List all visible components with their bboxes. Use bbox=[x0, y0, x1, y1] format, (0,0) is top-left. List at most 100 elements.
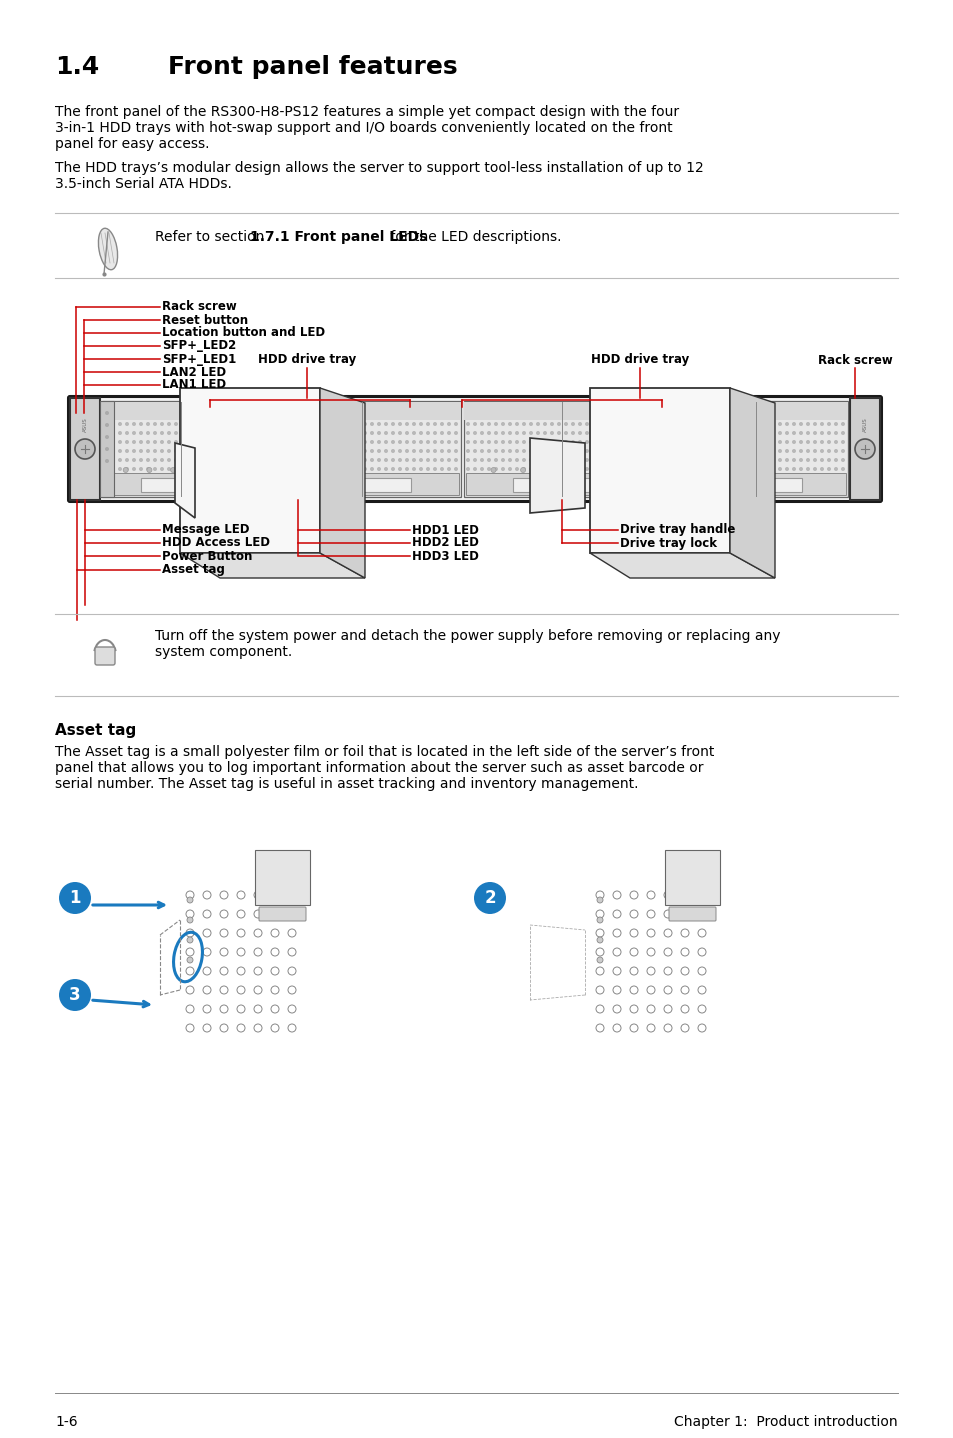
Circle shape bbox=[520, 467, 525, 473]
Text: 1.4: 1.4 bbox=[55, 55, 99, 79]
Circle shape bbox=[384, 440, 388, 444]
Circle shape bbox=[757, 467, 760, 472]
Circle shape bbox=[571, 440, 575, 444]
Circle shape bbox=[272, 421, 275, 426]
Circle shape bbox=[655, 421, 659, 426]
Circle shape bbox=[698, 948, 705, 956]
Circle shape bbox=[598, 421, 602, 426]
Circle shape bbox=[784, 431, 788, 436]
Circle shape bbox=[418, 421, 422, 426]
Circle shape bbox=[592, 421, 596, 426]
Circle shape bbox=[244, 440, 248, 444]
Circle shape bbox=[529, 421, 533, 426]
Circle shape bbox=[147, 467, 152, 473]
Circle shape bbox=[529, 431, 533, 436]
Circle shape bbox=[171, 467, 175, 473]
Circle shape bbox=[465, 431, 470, 436]
Circle shape bbox=[763, 440, 767, 444]
Circle shape bbox=[479, 431, 483, 436]
Circle shape bbox=[680, 929, 688, 938]
Circle shape bbox=[272, 440, 275, 444]
Circle shape bbox=[841, 449, 844, 453]
Circle shape bbox=[105, 459, 109, 463]
Circle shape bbox=[634, 431, 638, 436]
Polygon shape bbox=[589, 554, 774, 578]
Circle shape bbox=[328, 431, 332, 436]
Circle shape bbox=[223, 457, 227, 462]
Circle shape bbox=[181, 457, 185, 462]
Circle shape bbox=[230, 440, 233, 444]
Circle shape bbox=[355, 457, 359, 462]
Circle shape bbox=[833, 457, 837, 462]
Circle shape bbox=[194, 431, 199, 436]
Circle shape bbox=[370, 457, 374, 462]
Circle shape bbox=[293, 467, 296, 472]
Circle shape bbox=[826, 431, 830, 436]
Circle shape bbox=[820, 457, 823, 462]
Circle shape bbox=[784, 421, 788, 426]
Circle shape bbox=[791, 449, 795, 453]
Circle shape bbox=[194, 449, 199, 453]
Circle shape bbox=[700, 449, 704, 453]
Circle shape bbox=[613, 892, 620, 899]
Circle shape bbox=[598, 440, 602, 444]
Circle shape bbox=[125, 421, 129, 426]
Circle shape bbox=[152, 457, 157, 462]
Circle shape bbox=[447, 440, 451, 444]
Circle shape bbox=[341, 449, 346, 453]
Circle shape bbox=[563, 421, 567, 426]
Circle shape bbox=[646, 986, 655, 994]
Circle shape bbox=[220, 1024, 228, 1032]
Circle shape bbox=[104, 467, 108, 472]
Circle shape bbox=[714, 449, 719, 453]
Text: for the LED descriptions.: for the LED descriptions. bbox=[386, 230, 560, 244]
Circle shape bbox=[188, 467, 192, 472]
Circle shape bbox=[286, 457, 290, 462]
Circle shape bbox=[391, 431, 395, 436]
Circle shape bbox=[271, 892, 278, 899]
Circle shape bbox=[236, 1005, 245, 1012]
Circle shape bbox=[479, 440, 483, 444]
Circle shape bbox=[507, 421, 512, 426]
Circle shape bbox=[203, 929, 211, 938]
Circle shape bbox=[578, 421, 581, 426]
Circle shape bbox=[314, 440, 317, 444]
Circle shape bbox=[203, 948, 211, 956]
Circle shape bbox=[230, 431, 233, 436]
Circle shape bbox=[391, 440, 395, 444]
Circle shape bbox=[187, 958, 193, 963]
Circle shape bbox=[629, 966, 638, 975]
Text: serial number. The Asset tag is useful in asset tracking and inventory managemen: serial number. The Asset tag is useful i… bbox=[55, 777, 638, 791]
Circle shape bbox=[349, 467, 355, 473]
Circle shape bbox=[349, 440, 353, 444]
Text: Front panel features: Front panel features bbox=[168, 55, 457, 79]
Circle shape bbox=[405, 449, 409, 453]
Circle shape bbox=[447, 421, 451, 426]
Circle shape bbox=[515, 421, 518, 426]
Circle shape bbox=[328, 467, 332, 472]
Circle shape bbox=[536, 440, 539, 444]
Circle shape bbox=[220, 910, 228, 917]
Text: ASUS: ASUS bbox=[82, 417, 88, 431]
Circle shape bbox=[230, 421, 233, 426]
Circle shape bbox=[500, 440, 504, 444]
Circle shape bbox=[376, 440, 380, 444]
FancyBboxPatch shape bbox=[69, 397, 881, 502]
Circle shape bbox=[613, 910, 620, 917]
Circle shape bbox=[167, 467, 171, 472]
Circle shape bbox=[203, 892, 211, 899]
Bar bbox=[70, 398, 100, 500]
Circle shape bbox=[486, 449, 491, 453]
Circle shape bbox=[418, 467, 422, 472]
Circle shape bbox=[173, 421, 178, 426]
Circle shape bbox=[186, 948, 193, 956]
Circle shape bbox=[672, 467, 677, 472]
Circle shape bbox=[173, 457, 178, 462]
Circle shape bbox=[376, 431, 380, 436]
Circle shape bbox=[439, 449, 443, 453]
Circle shape bbox=[500, 449, 504, 453]
Circle shape bbox=[592, 431, 596, 436]
Circle shape bbox=[236, 449, 241, 453]
Text: 1: 1 bbox=[70, 889, 81, 907]
Circle shape bbox=[841, 421, 844, 426]
